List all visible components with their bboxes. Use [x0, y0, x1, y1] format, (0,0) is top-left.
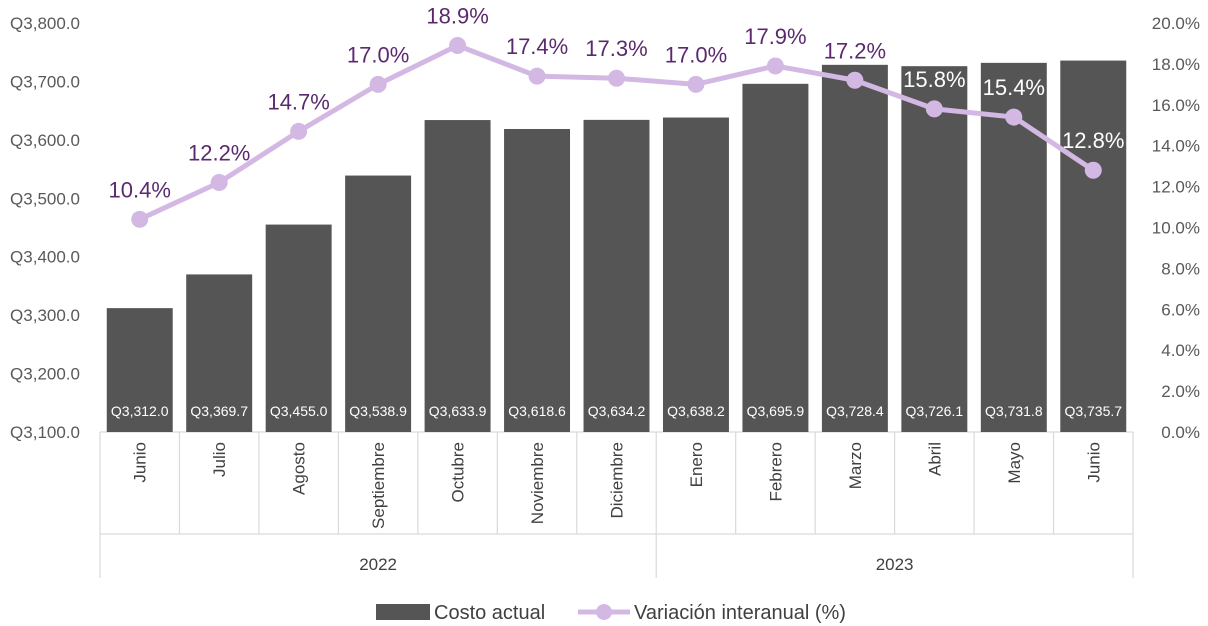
- year-group-labels: 2022 2023: [359, 555, 913, 574]
- bar-value-label: Q3,695.9: [747, 403, 805, 419]
- bar: [742, 83, 809, 432]
- bar: [583, 119, 650, 432]
- year-label: 2022: [359, 555, 397, 574]
- bar-labels: Q3,312.0 Q3,369.7 Q3,455.0 Q3,538.9 Q3,633.9…: [111, 403, 1122, 419]
- bar: [662, 117, 729, 433]
- bars: [106, 60, 1127, 433]
- left-tick-label: Q3,600.0: [10, 131, 80, 150]
- category-label: Junio: [131, 442, 150, 483]
- left-tick-label: Q3,100.0: [10, 423, 80, 442]
- legend: Costo actual Variación interanual (%): [376, 602, 846, 624]
- left-tick-label: Q3,300.0: [10, 306, 80, 325]
- right-tick-label: 2.0%: [1161, 382, 1200, 401]
- yoy-value-label: 17.3%: [585, 36, 647, 61]
- yoy-point: [528, 67, 546, 85]
- bar-value-label: Q3,633.9: [429, 403, 487, 419]
- right-tick-label: 10.0%: [1152, 219, 1200, 238]
- left-tick-label: Q3,800.0: [10, 14, 80, 33]
- yoy-point: [131, 210, 149, 228]
- right-tick-label: 6.0%: [1161, 300, 1200, 319]
- right-tick-label: 4.0%: [1161, 341, 1200, 360]
- yoy-value-label: 17.9%: [744, 24, 806, 49]
- yoy-value-label: 12.8%: [1062, 128, 1124, 153]
- right-tick-label: 16.0%: [1152, 96, 1200, 115]
- legend-swatch-marker: [596, 604, 612, 620]
- bar: [901, 66, 968, 432]
- bar-value-label: Q3,638.2: [667, 403, 725, 419]
- yoy-value-label: 15.4%: [983, 75, 1045, 100]
- bar-value-label: Q3,455.0: [270, 403, 328, 419]
- yoy-value-label: 17.2%: [824, 38, 886, 63]
- bar: [265, 224, 332, 432]
- yoy-value-label: 17.0%: [665, 42, 727, 67]
- bar-value-label: Q3,735.7: [1064, 403, 1122, 419]
- yoy-value-label: 17.0%: [347, 42, 409, 67]
- right-tick-label: 14.0%: [1152, 137, 1200, 156]
- bar-value-label: Q3,726.1: [906, 403, 964, 419]
- yoy-point: [687, 75, 705, 93]
- yoy-point: [846, 71, 864, 89]
- yoy-point: [1084, 161, 1102, 179]
- left-tick-label: Q3,200.0: [10, 365, 80, 384]
- category-label: Septiembre: [369, 442, 388, 529]
- yoy-value-label: 14.7%: [267, 89, 329, 114]
- year-label: 2023: [876, 555, 914, 574]
- yoy-point: [449, 36, 467, 54]
- right-tick-label: 18.0%: [1152, 55, 1200, 74]
- right-tick-label: 8.0%: [1161, 259, 1200, 278]
- yoy-point: [369, 75, 387, 93]
- bar-value-label: Q3,731.8: [985, 403, 1043, 419]
- bar: [186, 274, 253, 432]
- yoy-value-label: 10.4%: [109, 177, 171, 202]
- category-label: Julio: [210, 442, 229, 477]
- right-tick-label: 12.0%: [1152, 178, 1200, 197]
- legend-label-costo: Costo actual: [434, 602, 545, 624]
- legend-swatch-costo: [376, 604, 430, 620]
- bar: [504, 128, 571, 432]
- bar: [821, 64, 888, 433]
- category-label: Marzo: [846, 442, 865, 489]
- yoy-line: 10.4% 12.2% 14.7% 17.0% 18.9% 17.4% 17.3% 17.0%…: [109, 3, 1124, 228]
- yoy-point: [290, 122, 308, 140]
- category-labels: Junio Julio Agosto Septiembre Octubre Noviemb…: [131, 442, 1104, 529]
- yoy-point: [766, 57, 784, 75]
- yoy-value-label: 17.4%: [506, 34, 568, 59]
- yoy-point: [925, 100, 943, 118]
- bar: [345, 175, 412, 432]
- right-axis-ticks: 0.0% 2.0% 4.0% 6.0% 8.0% 10.0% 12.0% 14.0% 16.0%…: [1152, 14, 1200, 442]
- category-label: Noviembre: [528, 442, 547, 524]
- left-tick-label: Q3,400.0: [10, 248, 80, 267]
- category-label: Agosto: [290, 442, 309, 495]
- bar-value-label: Q3,312.0: [111, 403, 169, 419]
- category-label: Diciembre: [608, 442, 627, 519]
- yoy-value-label: 12.2%: [188, 141, 250, 166]
- yoy-value-label: 18.9%: [426, 3, 488, 28]
- bar-value-label: Q3,634.2: [588, 403, 646, 419]
- category-label: Abril: [925, 442, 944, 476]
- yoy-point: [210, 174, 228, 192]
- right-tick-label: 20.0%: [1152, 14, 1200, 33]
- category-label: Octubre: [449, 442, 468, 502]
- bar-value-label: Q3,618.6: [508, 403, 566, 419]
- yoy-point: [1005, 108, 1023, 126]
- left-tick-label: Q3,700.0: [10, 72, 80, 91]
- left-tick-label: Q3,500.0: [10, 189, 80, 208]
- bar: [106, 308, 173, 432]
- bar-value-label: Q3,538.9: [349, 403, 407, 419]
- right-tick-label: 0.0%: [1161, 423, 1200, 442]
- category-label: Febrero: [766, 442, 785, 502]
- category-label: Enero: [687, 442, 706, 487]
- yoy-point: [608, 69, 625, 87]
- yoy-value-label: 15.8%: [903, 67, 965, 92]
- bar: [424, 120, 491, 432]
- bar: [1060, 60, 1127, 432]
- category-label: Junio: [1084, 442, 1103, 483]
- bar-value-label: Q3,369.7: [190, 403, 248, 419]
- bar-value-label: Q3,728.4: [826, 403, 884, 419]
- category-label: Mayo: [1005, 442, 1024, 484]
- left-axis-ticks: Q3,100.0 Q3,200.0 Q3,300.0 Q3,400.0 Q3,500.0…: [10, 14, 80, 442]
- legend-label-variacion: Variación interanual (%): [634, 602, 846, 624]
